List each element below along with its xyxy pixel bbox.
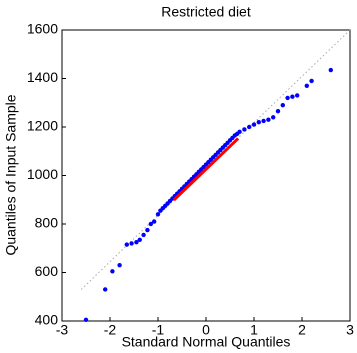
y-axis-label: Quantiles of Input Sample (3, 94, 19, 255)
x-tick-label: -2 (104, 322, 117, 338)
y-tick-label: 1400 (27, 69, 58, 85)
y-tick-label: 600 (35, 263, 59, 279)
data-point (285, 95, 290, 101)
data-point (275, 109, 281, 114)
data-point (295, 93, 300, 98)
x-tick-label: 0 (202, 322, 210, 338)
x-tick-label: 2 (298, 322, 306, 338)
data-point (290, 94, 295, 99)
data-point (256, 119, 261, 125)
data-point (141, 232, 146, 238)
y-tick-label: 800 (35, 215, 59, 231)
data-point (148, 221, 153, 227)
data-point (242, 127, 247, 132)
data-point (137, 237, 142, 242)
plot-frame (61, 29, 351, 322)
x-tick-label: 3 (346, 322, 354, 338)
fit-line (172, 137, 240, 202)
data-point (251, 122, 257, 127)
chart-title: Restricted diet (161, 4, 251, 20)
y-tick-label: 400 (35, 312, 59, 328)
y-tick-label: 1000 (27, 166, 58, 182)
data-point (134, 239, 139, 245)
x-tick-label: 1 (250, 322, 258, 338)
data-point (237, 129, 242, 135)
data-point (155, 212, 161, 217)
data-point (304, 83, 309, 88)
x-axis-label: Standard Normal Quantiles (122, 334, 291, 350)
data-point (83, 317, 89, 322)
data-point (129, 241, 134, 246)
x-tick-label: -3 (56, 322, 69, 338)
y-tick-label: 1600 (27, 21, 58, 37)
data-point (145, 227, 150, 233)
data-point (117, 263, 122, 268)
data-point (328, 67, 333, 73)
x-tick-label: -1 (152, 322, 165, 338)
y-tick-label: 1200 (27, 118, 58, 134)
data-point (103, 287, 108, 292)
data-point (151, 219, 157, 224)
data-point (309, 78, 314, 84)
data-point (266, 117, 271, 122)
data-point (261, 118, 266, 124)
data-point (124, 242, 129, 247)
data-point (280, 102, 285, 108)
data-point (110, 269, 115, 274)
data-point (271, 115, 276, 120)
data-point (247, 124, 252, 130)
